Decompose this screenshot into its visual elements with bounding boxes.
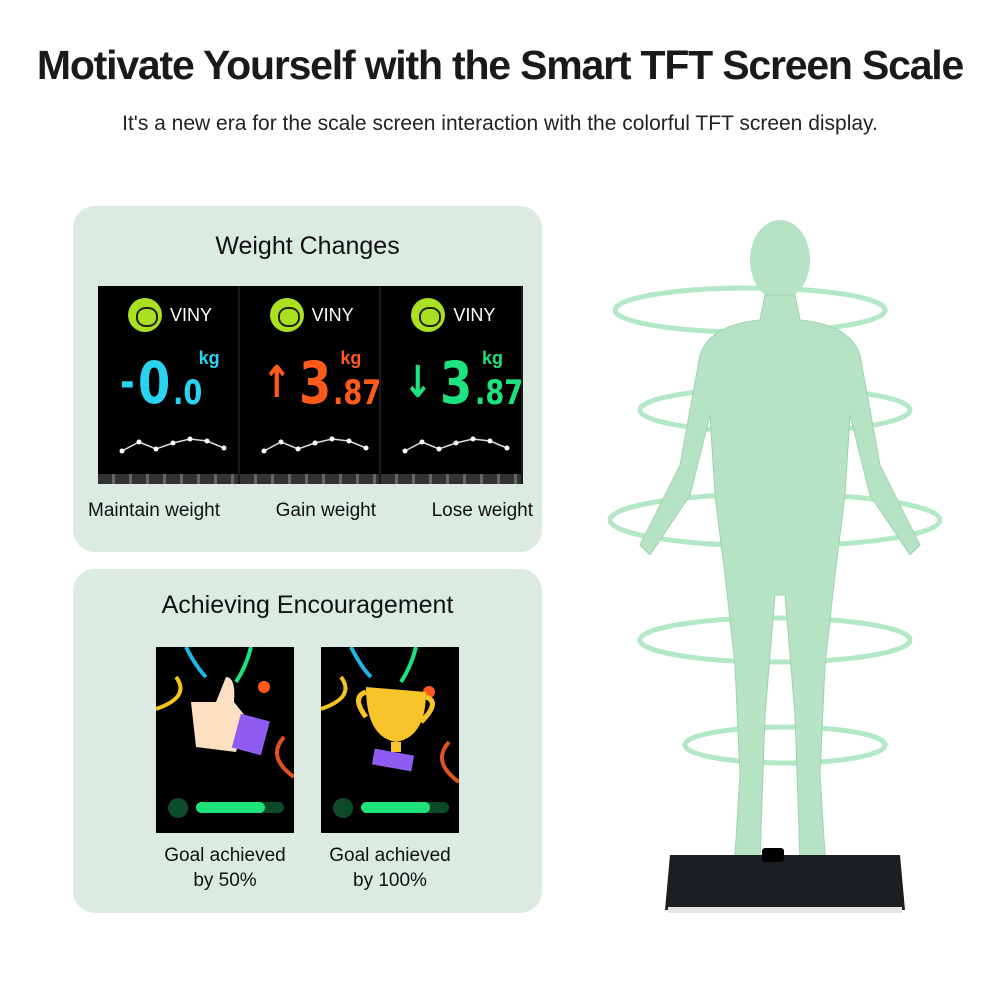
trend-sign: ↑ — [261, 357, 292, 408]
weight-dec: .87 — [332, 373, 382, 413]
brand: VINY — [128, 298, 212, 332]
lock-icon — [333, 798, 353, 818]
trophy-icon — [321, 647, 459, 784]
brand: VINY — [411, 298, 495, 332]
goal-label-line1: Goal achieved — [329, 845, 451, 866]
weight-changes-card: Weight Changes VINY -0.0 kg VINY ↑ 3.87 k… — [73, 206, 542, 552]
brand-name: VINY — [453, 304, 496, 325]
weight-label: Maintain weight — [88, 500, 221, 521]
trend-sparkline — [402, 436, 510, 454]
dog-logo-icon — [411, 298, 446, 332]
encouragement-card: Achieving Encouragement Goal achieved by … — [73, 569, 542, 913]
goal-progress-bar — [196, 802, 284, 813]
goal-label-50: Goal achieved by 50% — [145, 843, 305, 893]
page-title: Motivate Yourself with the Smart TFT Scr… — [36, 42, 964, 88]
goal-label-line2: by 100% — [353, 870, 427, 891]
weight-int: 0 — [138, 349, 171, 417]
thumbs-up-icon — [156, 647, 294, 779]
page-subtitle: It's a new era for the scale screen inte… — [122, 112, 878, 135]
weight-int: 3 — [298, 349, 331, 417]
weight-label: Lose weight — [431, 500, 533, 521]
trend-sign: - — [120, 357, 135, 408]
trophy-screen — [321, 647, 459, 833]
brand-name: VINY — [170, 304, 213, 325]
lock-icon — [168, 798, 188, 818]
brand-name: VINY — [311, 304, 354, 325]
trend-sign: ↓ — [403, 357, 433, 408]
goal-label-line1: Goal achieved — [164, 845, 286, 866]
weight-dec: .0 — [172, 373, 202, 413]
dog-logo-icon — [269, 298, 304, 332]
dog-logo-icon — [128, 298, 162, 332]
weight-labels: Maintain weight Gain weight Lose weight — [88, 500, 533, 522]
weight-unit: kg — [340, 348, 362, 368]
encouragement-title: Achieving Encouragement — [161, 591, 454, 619]
weight-unit: kg — [198, 348, 220, 368]
weight-screen-2: VINY ↓ 3.87 kg — [381, 286, 524, 484]
goal-progress-bar — [361, 802, 449, 813]
goal-label-100: Goal achieved by 100% — [310, 843, 470, 893]
weight-value: ↑ 3.87 — [261, 349, 382, 417]
weight-unit: kg — [482, 348, 504, 368]
trend-sparkline — [261, 436, 369, 454]
brand: VINY — [269, 298, 354, 332]
weight-int: 3 — [440, 349, 473, 417]
weight-label: Gain weight — [275, 500, 376, 521]
weight-dec: .87 — [474, 373, 523, 413]
thumbs-up-screen — [156, 647, 294, 833]
weight-screens: VINY -0.0 kg VINY ↑ 3.87 kg VINY ↓ 3.87 kg — [98, 286, 524, 484]
chevron-strip — [381, 474, 522, 484]
weight-value: ↓ 3.87 — [403, 349, 523, 417]
chevron-strip — [98, 474, 238, 484]
weight-value: -0.0 — [120, 354, 209, 412]
human-body-scan-illustration — [607, 220, 943, 913]
weight-screen-1: VINY ↑ 3.87 kg — [239, 286, 382, 484]
trend-sparkline — [119, 436, 227, 454]
weight-changes-title: Weight Changes — [215, 232, 400, 260]
goal-label-line2: by 50% — [193, 870, 257, 891]
weight-screen-0: VINY -0.0 kg — [98, 286, 240, 484]
chevron-strip — [239, 474, 380, 484]
